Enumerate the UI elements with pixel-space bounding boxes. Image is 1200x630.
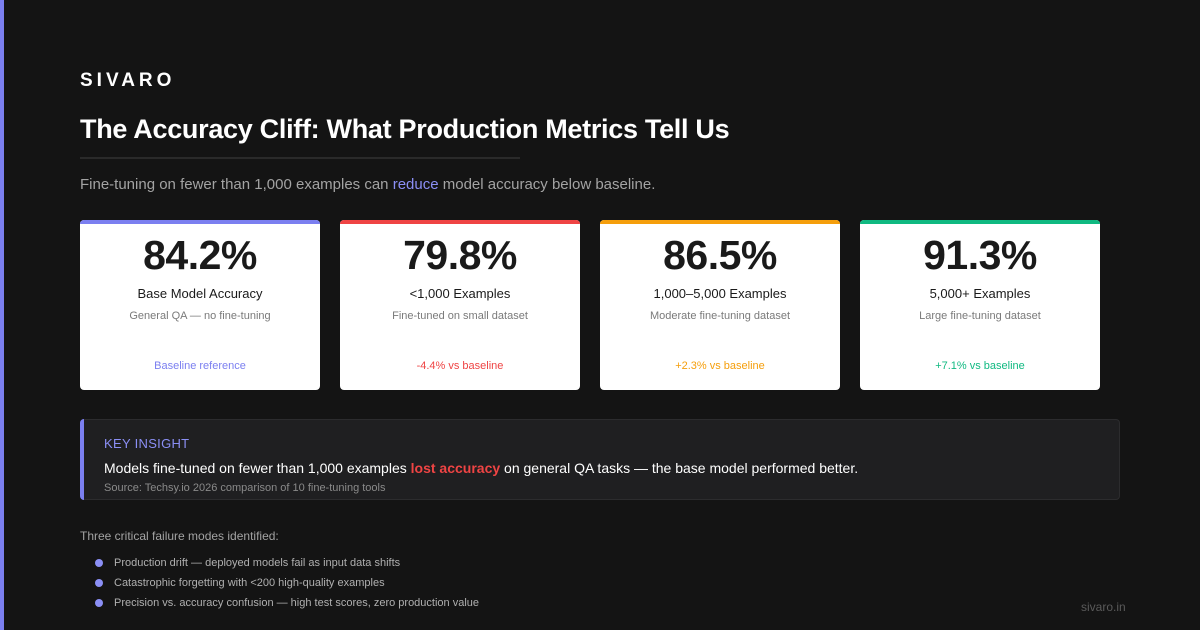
metric-delta: -4.4% vs baseline [416,360,504,372]
failure-modes-heading: Three critical failure modes identified: [80,529,279,543]
failure-modes-list: Production drift — deployed models fail … [94,555,479,615]
list-item-text: Precision vs. accuracy confusion — high … [114,597,480,609]
subtitle: Fine-tuning on fewer than 1,000 examples… [80,176,655,193]
bullet-dot-icon [95,579,103,587]
subtitle-text-start: Fine-tuning on fewer than 1,000 examples… [80,176,393,193]
list-item: Catastrophic forgetting with <200 high-q… [94,575,479,595]
metric-delta: +7.1% vs baseline [935,360,1025,372]
metric-description: Moderate fine-tuning dataset [649,310,791,322]
insight-text-end: on general QA tasks — the base model per… [500,460,859,476]
metric-card-small: 79.8% <1,000 Examples Fine-tuned on smal… [340,220,580,390]
bullet-dot-icon [95,559,103,567]
brand-logo: SIVARO [80,70,176,91]
title-divider [80,157,520,159]
metric-value: 79.8% [403,232,517,278]
list-item: Production drift — deployed models fail … [94,555,479,575]
callout-accent-edge [80,419,84,500]
accent-bar [0,0,4,630]
insight-source: Source: Techsy.io 2026 comparison of 10 … [104,482,386,494]
metric-description: Large fine-tuning dataset [919,310,1041,322]
list-item: Precision vs. accuracy confusion — high … [94,595,479,615]
metric-value: 91.3% [923,232,1037,278]
subtitle-highlight: reduce [392,176,439,193]
metric-delta: +2.3% vs baseline [675,360,765,372]
insight-message: Models fine-tuned on fewer than 1,000 ex… [104,460,858,476]
metric-card-base: 84.2% Base Model Accuracy General QA — n… [80,220,320,390]
footer-domain: sivaro.in [1081,600,1126,614]
metric-cards: 84.2% Base Model Accuracy General QA — n… [80,220,1100,390]
metric-description: General QA — no fine-tuning [129,310,271,322]
insight-text-start: Models fine-tuned on fewer than 1,000 ex… [104,460,411,476]
metric-card-moderate: 86.5% 1,000–5,000 Examples Moderate fine… [600,220,840,390]
bullet-dot-icon [95,599,103,607]
metric-label: <1,000 Examples [409,286,511,301]
page-title: The Accuracy Cliff: What Production Metr… [80,114,730,144]
list-item-text: Production drift — deployed models fail … [114,557,401,569]
card-top-accent [860,220,1100,224]
card-top-accent [340,220,580,224]
key-insight-callout: KEY INSIGHT Models fine-tuned on fewer t… [80,419,1120,500]
metric-description: Fine-tuned on small dataset [392,310,528,322]
insight-heading: KEY INSIGHT [104,436,190,451]
subtitle-text-end: model accuracy below baseline. [438,176,656,193]
card-top-accent [600,220,840,224]
card-top-accent [80,220,320,224]
metric-value: 84.2% [143,232,257,278]
list-item-text: Catastrophic forgetting with <200 high-q… [114,577,385,589]
metric-value: 86.5% [663,232,777,278]
metric-label: 5,000+ Examples [929,286,1031,301]
metric-label: Base Model Accuracy [137,286,263,301]
metric-delta: Baseline reference [154,360,246,372]
insight-highlight: lost accuracy [410,460,501,476]
metric-label: 1,000–5,000 Examples [653,286,787,301]
metric-card-large: 91.3% 5,000+ Examples Large fine-tuning … [860,220,1100,390]
